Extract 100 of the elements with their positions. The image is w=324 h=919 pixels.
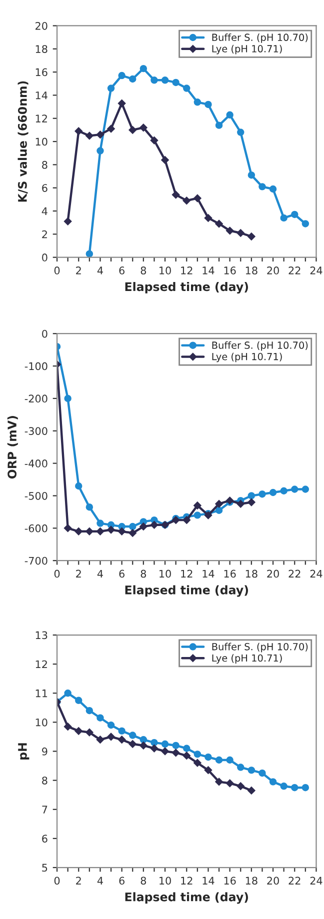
point — [182, 196, 190, 204]
y-tick-label: 5 — [42, 864, 48, 872]
point — [226, 779, 234, 788]
point — [140, 124, 148, 132]
point — [248, 171, 256, 179]
x-tick-label: 10 — [160, 266, 171, 274]
x-tick-label: 18 — [246, 266, 258, 274]
y-tick-label: 13 — [36, 631, 48, 640]
point — [204, 766, 212, 774]
point — [302, 220, 310, 228]
point — [280, 487, 288, 494]
point — [204, 100, 212, 108]
point — [96, 528, 104, 536]
point — [194, 194, 202, 202]
point — [161, 76, 169, 84]
y-tick-label: -300 — [24, 427, 48, 435]
y-tick-label: 10 — [36, 138, 48, 146]
point — [183, 84, 190, 92]
point — [215, 220, 223, 228]
x-tick-label: 14 — [202, 570, 214, 578]
y-tick-label: 11 — [36, 690, 48, 698]
point — [161, 740, 169, 748]
point — [183, 744, 190, 752]
point — [215, 122, 223, 129]
y-tick-label: 20 — [36, 22, 48, 30]
point — [172, 742, 180, 750]
point — [75, 482, 82, 490]
point — [86, 728, 94, 736]
point — [140, 522, 148, 530]
point — [64, 690, 72, 697]
x-tick-label: 12 — [181, 570, 192, 578]
point — [129, 732, 136, 739]
y-tick-label: 12 — [36, 660, 47, 668]
point — [107, 732, 115, 741]
x-tick-label: 16 — [224, 266, 236, 274]
y-tick-label: -500 — [24, 492, 48, 500]
point — [269, 185, 277, 193]
x-tick-label: 22 — [288, 266, 300, 274]
y-tick-label: 6 — [42, 184, 48, 192]
y-axis-title: pH — [18, 743, 30, 760]
x-tick-label: 14 — [202, 266, 214, 274]
point — [96, 520, 104, 527]
y-tick-label: 14 — [36, 92, 48, 100]
x-tick-label: 4 — [97, 266, 103, 274]
point — [86, 250, 94, 258]
x-tick-label: 16 — [224, 570, 236, 578]
y-tick-label: 8 — [42, 160, 48, 169]
x-tick-label: 4 — [97, 876, 103, 884]
point — [64, 218, 72, 226]
x-tick-label: 2 — [76, 570, 81, 578]
point — [204, 214, 212, 222]
point — [150, 521, 158, 529]
point — [161, 747, 169, 756]
point — [172, 190, 180, 199]
point — [182, 516, 190, 524]
point — [161, 156, 169, 164]
x-tick-label: 0 — [54, 876, 60, 885]
x-tick-label: 24 — [310, 876, 322, 884]
point — [118, 727, 126, 735]
point — [194, 98, 202, 106]
point — [269, 488, 277, 496]
x-tick-label: 4 — [97, 570, 103, 578]
x-axis-title: Elapsed time (day) — [125, 892, 248, 904]
point — [86, 528, 94, 536]
legend-label: Lye (pH 10.71) — [212, 44, 282, 54]
point — [194, 502, 202, 510]
y-tick-label: 0 — [42, 254, 48, 262]
x-tick-label: 12 — [181, 266, 192, 274]
point — [291, 784, 298, 792]
point — [302, 784, 310, 792]
x-axis-title: Elapsed time (day) — [125, 282, 248, 294]
point — [96, 736, 104, 744]
x-tick-label: 18 — [246, 570, 258, 578]
point — [128, 126, 136, 134]
point — [129, 75, 136, 83]
point — [258, 769, 266, 777]
y-tick-label: -400 — [24, 460, 48, 468]
x-tick-label: 14 — [202, 876, 214, 884]
point — [150, 76, 158, 84]
point — [204, 753, 212, 761]
point — [129, 522, 136, 530]
point — [140, 736, 148, 744]
point — [86, 132, 94, 140]
point — [107, 84, 115, 92]
x-tick-label: 16 — [224, 876, 236, 885]
x-tick-label: 24 — [310, 570, 322, 578]
point — [280, 782, 288, 790]
y-tick-label: 4 — [42, 207, 48, 215]
point — [118, 99, 126, 108]
x-tick-label: 6 — [119, 570, 124, 578]
point — [236, 229, 244, 237]
x-tick-label: 8 — [140, 570, 146, 578]
point — [172, 78, 180, 86]
y-tick-label: 7 — [42, 806, 48, 814]
x-tick-label: 10 — [160, 876, 171, 885]
point — [291, 486, 298, 493]
point — [248, 766, 256, 774]
x-tick-label: 22 — [288, 876, 300, 884]
x-tick-label: 12 — [181, 876, 192, 884]
x-tick-label: 0 — [54, 266, 60, 274]
